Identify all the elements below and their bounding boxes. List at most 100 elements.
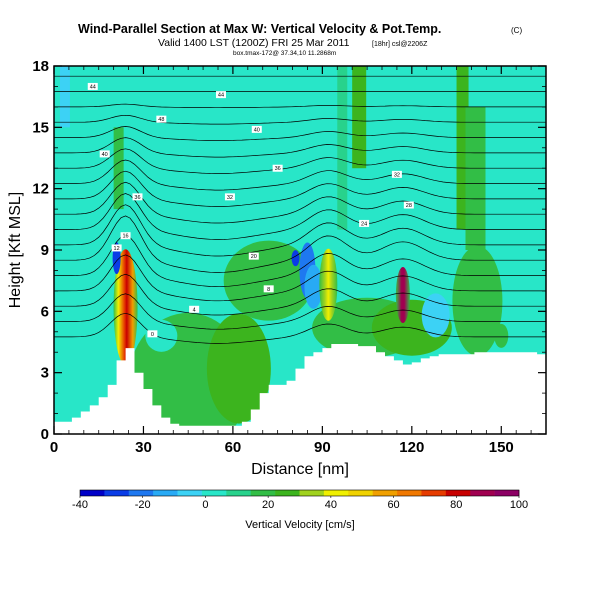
contour-label-bg [272, 164, 283, 172]
contour-label-bg [99, 150, 110, 158]
isentrope-line [54, 293, 546, 330]
velocity-region [113, 249, 138, 366]
colorbar-frame [79, 489, 520, 497]
contour-label-bg [403, 201, 414, 209]
y-axis-label: Height [Kft MSL] [7, 192, 24, 309]
velocity-region [319, 248, 338, 321]
velocity-region [494, 323, 509, 348]
contour-label: 0 [147, 330, 158, 338]
colorbar-swatch [153, 490, 178, 496]
contour-label-bg [189, 305, 200, 313]
contour-label-text: 36 [134, 195, 140, 201]
isentrope-line [54, 215, 546, 273]
colorbar-tick-label: 80 [450, 499, 462, 511]
velocity-region [452, 246, 503, 357]
velocity-region [304, 264, 323, 309]
velocity-region [421, 293, 450, 338]
x-axis-label: Distance [nm] [251, 461, 349, 478]
velocity-region [145, 319, 178, 352]
contour-label: 12 [111, 244, 122, 252]
contour-label: 24 [359, 219, 370, 227]
contour-label-text: 48 [158, 117, 164, 123]
contour-label-text: 40 [254, 127, 260, 133]
contour-label-bg [132, 193, 143, 201]
colorbar-tick-label: 20 [262, 499, 274, 511]
isentrope-line [54, 181, 546, 224]
contour-label-bg [147, 330, 158, 338]
contour-label-bg [263, 285, 274, 293]
contour-label: 44 [87, 82, 98, 90]
colorbar-swatch [226, 490, 252, 496]
contour-label: 36 [272, 164, 283, 172]
x-tick-label: 120 [399, 439, 424, 456]
isentrope-line [54, 103, 546, 109]
chart-title: Wind-Parallel Section at Max W: Vertical… [78, 22, 441, 36]
contour-label: 28 [403, 201, 414, 209]
colorbar-swatch [372, 490, 398, 496]
isentrope-line [54, 159, 546, 191]
velocity-region [352, 66, 367, 169]
isentrope-line [54, 254, 546, 302]
isentrope-line [54, 126, 546, 141]
colorbar-swatch [323, 490, 349, 496]
contour-label-text: 44 [218, 93, 224, 99]
valid-time: Valid 1400 LST (1200Z) FRI 25 Mar 2011 [158, 37, 350, 49]
contour-label-text: 40 [102, 152, 108, 158]
contour-label-text: 24 [361, 221, 367, 227]
colorbar-tick-label: -20 [135, 499, 151, 511]
colorbar-swatch [201, 490, 227, 496]
contour-label-text: 32 [394, 172, 400, 178]
colorbar-swatch [104, 490, 130, 496]
contour-label: 36 [132, 193, 143, 201]
contour-label-text: 16 [123, 234, 129, 240]
isentrope-line [54, 204, 546, 257]
isentrope-line [54, 273, 546, 316]
isentrope-line [54, 312, 546, 344]
potential-temperature-contours [54, 75, 546, 344]
colorbar-swatch [494, 490, 520, 496]
contour-label-text: 12 [114, 246, 120, 252]
contour-label: 16 [120, 232, 131, 240]
velocity-region [395, 266, 410, 323]
y-tick-label: 15 [32, 119, 49, 136]
colorbar-swatch [397, 490, 422, 496]
contour-label-text: 20 [251, 254, 257, 260]
y-tick-label: 0 [41, 426, 49, 443]
contour-label-bg [87, 82, 98, 90]
velocity-region [465, 106, 486, 250]
x-tick-label: 0 [50, 439, 58, 456]
x-tick-label: 60 [225, 439, 242, 456]
contour-label-bg [391, 170, 402, 178]
velocity-region [59, 66, 70, 128]
contour-label-text: 36 [275, 166, 281, 172]
x-axis: 0 30 60 90 120 150 [50, 66, 532, 456]
colorbar-swatch [177, 490, 203, 496]
contour-label-bg [224, 193, 235, 201]
contour-label: 32 [224, 193, 235, 201]
contour-label-bg [111, 244, 122, 252]
contour-label: 40 [251, 125, 262, 133]
contour-label: 20 [248, 252, 259, 260]
contour-label-text: 32 [227, 195, 233, 201]
contour-label-text: 44 [90, 84, 96, 90]
colorbar-tick-label: 40 [325, 499, 337, 511]
colorbar-tick-label: 0 [202, 499, 208, 511]
contour-label-text: 28 [406, 203, 412, 209]
terrain-mask [54, 344, 546, 434]
y-axis: 0 36 9 12 15 18 [32, 58, 546, 443]
colorbar-tick-label: 60 [387, 499, 399, 511]
y-tick-label: 9 [41, 242, 49, 259]
contour-label: 4 [189, 305, 200, 313]
y-tick-label: 18 [32, 58, 49, 75]
contour-label-bg [248, 252, 259, 260]
colorbar-swatch [445, 490, 471, 496]
contour-label: 8 [263, 285, 274, 293]
colorbar-label: Vertical Velocity [cm/s] [245, 519, 354, 531]
contour-label: 40 [99, 150, 110, 158]
isentrope-line [54, 137, 546, 158]
contour-label-text: 0 [151, 332, 154, 338]
colorbar-swatch [348, 490, 373, 496]
colorbar-tick-label: 100 [510, 499, 528, 511]
contour-label-bg [359, 219, 370, 227]
